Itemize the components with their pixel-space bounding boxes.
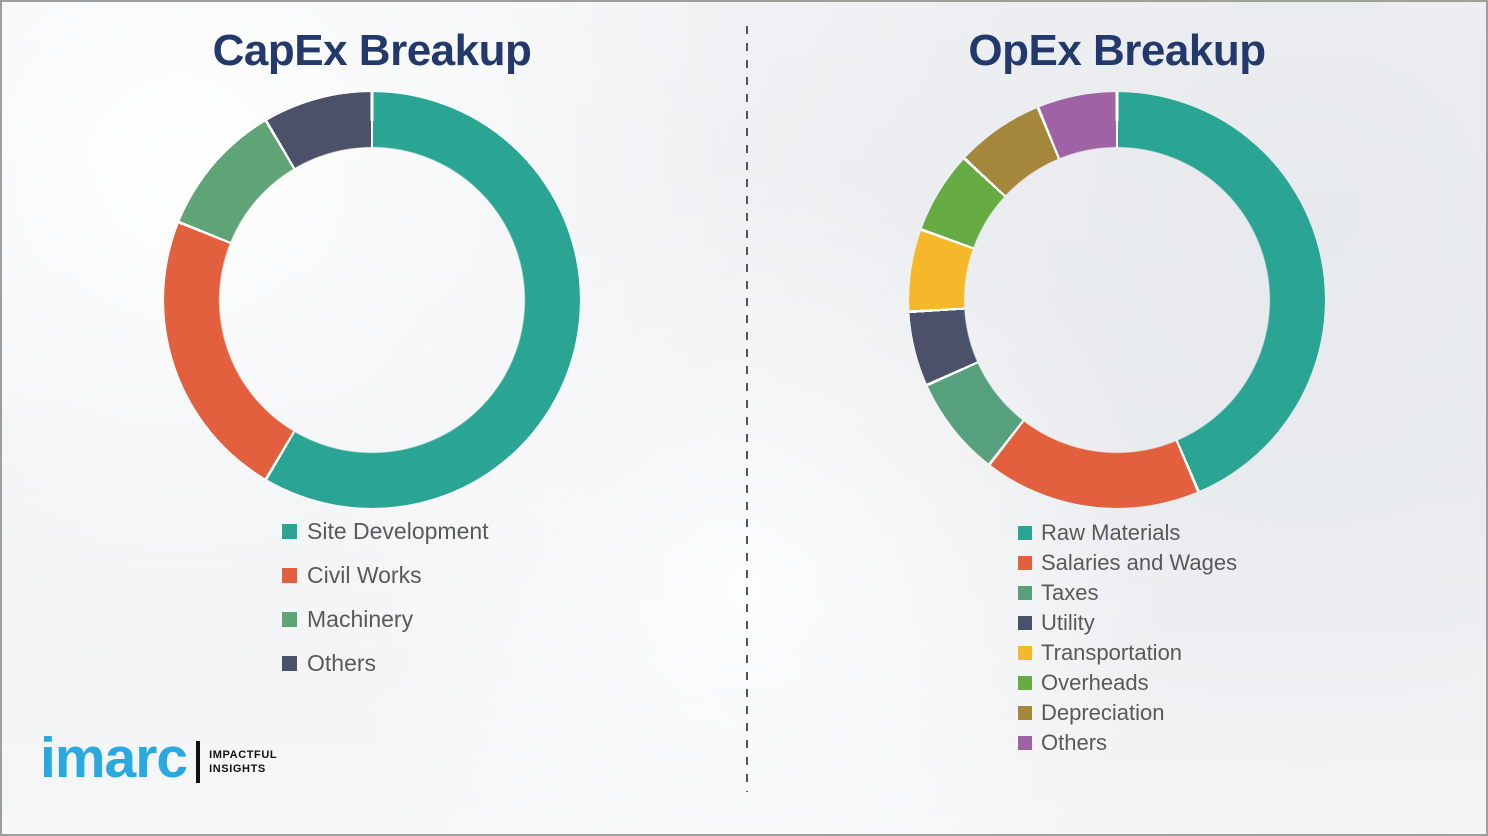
- legend-label: Transportation: [1041, 640, 1183, 665]
- opex-donut-chart: [909, 92, 1325, 508]
- opex-legend: Raw Materials Salaries and Wages Taxes Util…: [1018, 518, 1237, 758]
- legend-item: Raw Materials: [1018, 518, 1237, 548]
- legend-swatch: [1018, 556, 1032, 570]
- tagline-line1: IMPACTFUL: [209, 748, 278, 761]
- legend-label: Machinery: [307, 605, 414, 632]
- imarc-wordmark: imarc: [40, 726, 188, 791]
- legend-swatch: [282, 523, 297, 539]
- legend-label: Civil Works: [307, 561, 422, 588]
- legend-label: Overheads: [1041, 670, 1149, 695]
- legend-item: Others: [1018, 728, 1237, 758]
- legend-swatch: [1018, 616, 1032, 630]
- legend-label: Site Development: [307, 517, 489, 544]
- legend-label: Salaries and Wages: [1041, 550, 1238, 575]
- legend-label: Utility: [1041, 610, 1095, 635]
- legend-item: Overheads: [1018, 668, 1237, 698]
- legend-label: Others: [307, 649, 377, 676]
- legend-item: Salaries and Wages: [1018, 548, 1237, 578]
- logo-tagline: IMPACTFUL INSIGHTS: [209, 748, 277, 777]
- legend-item: Taxes: [1018, 578, 1237, 608]
- legend-swatch: [1018, 676, 1032, 690]
- legend-item: Civil Works: [282, 553, 489, 597]
- opex-chart-title: OpEx Breakup: [968, 26, 1266, 75]
- legend-swatch: [1018, 736, 1032, 750]
- legend-swatch: [282, 611, 297, 627]
- legend-item: Machinery: [282, 597, 489, 641]
- legend-swatch: [1018, 706, 1032, 720]
- legend-label: Raw Materials: [1041, 520, 1181, 545]
- legend-item: Others: [282, 641, 489, 685]
- legend-item: Site Development: [282, 509, 489, 553]
- legend-swatch: [1018, 646, 1032, 660]
- legend-swatch: [282, 567, 297, 583]
- legend-swatch: [1018, 526, 1032, 540]
- legend-label: Depreciation: [1041, 700, 1165, 725]
- legend-item: Utility: [1018, 608, 1237, 638]
- legend-swatch: [282, 655, 297, 671]
- dashed-divider: [746, 26, 748, 792]
- legend-label: Others: [1041, 730, 1108, 755]
- legend-item: Transportation: [1018, 638, 1237, 668]
- legend-item: Depreciation: [1018, 698, 1237, 728]
- legend-label: Taxes: [1041, 580, 1099, 605]
- imarc-logo: imarc IMPACTFUL INSIGHTS: [40, 726, 277, 791]
- tagline-line2: INSIGHTS: [209, 763, 266, 775]
- capex-donut-chart: [164, 92, 580, 508]
- capex-chart-title: CapEx Breakup: [212, 26, 532, 75]
- legend-swatch: [1018, 586, 1032, 600]
- capex-legend: Site Development Civil Works Machinery Othe…: [282, 509, 489, 685]
- logo-divider-bar: [196, 741, 201, 783]
